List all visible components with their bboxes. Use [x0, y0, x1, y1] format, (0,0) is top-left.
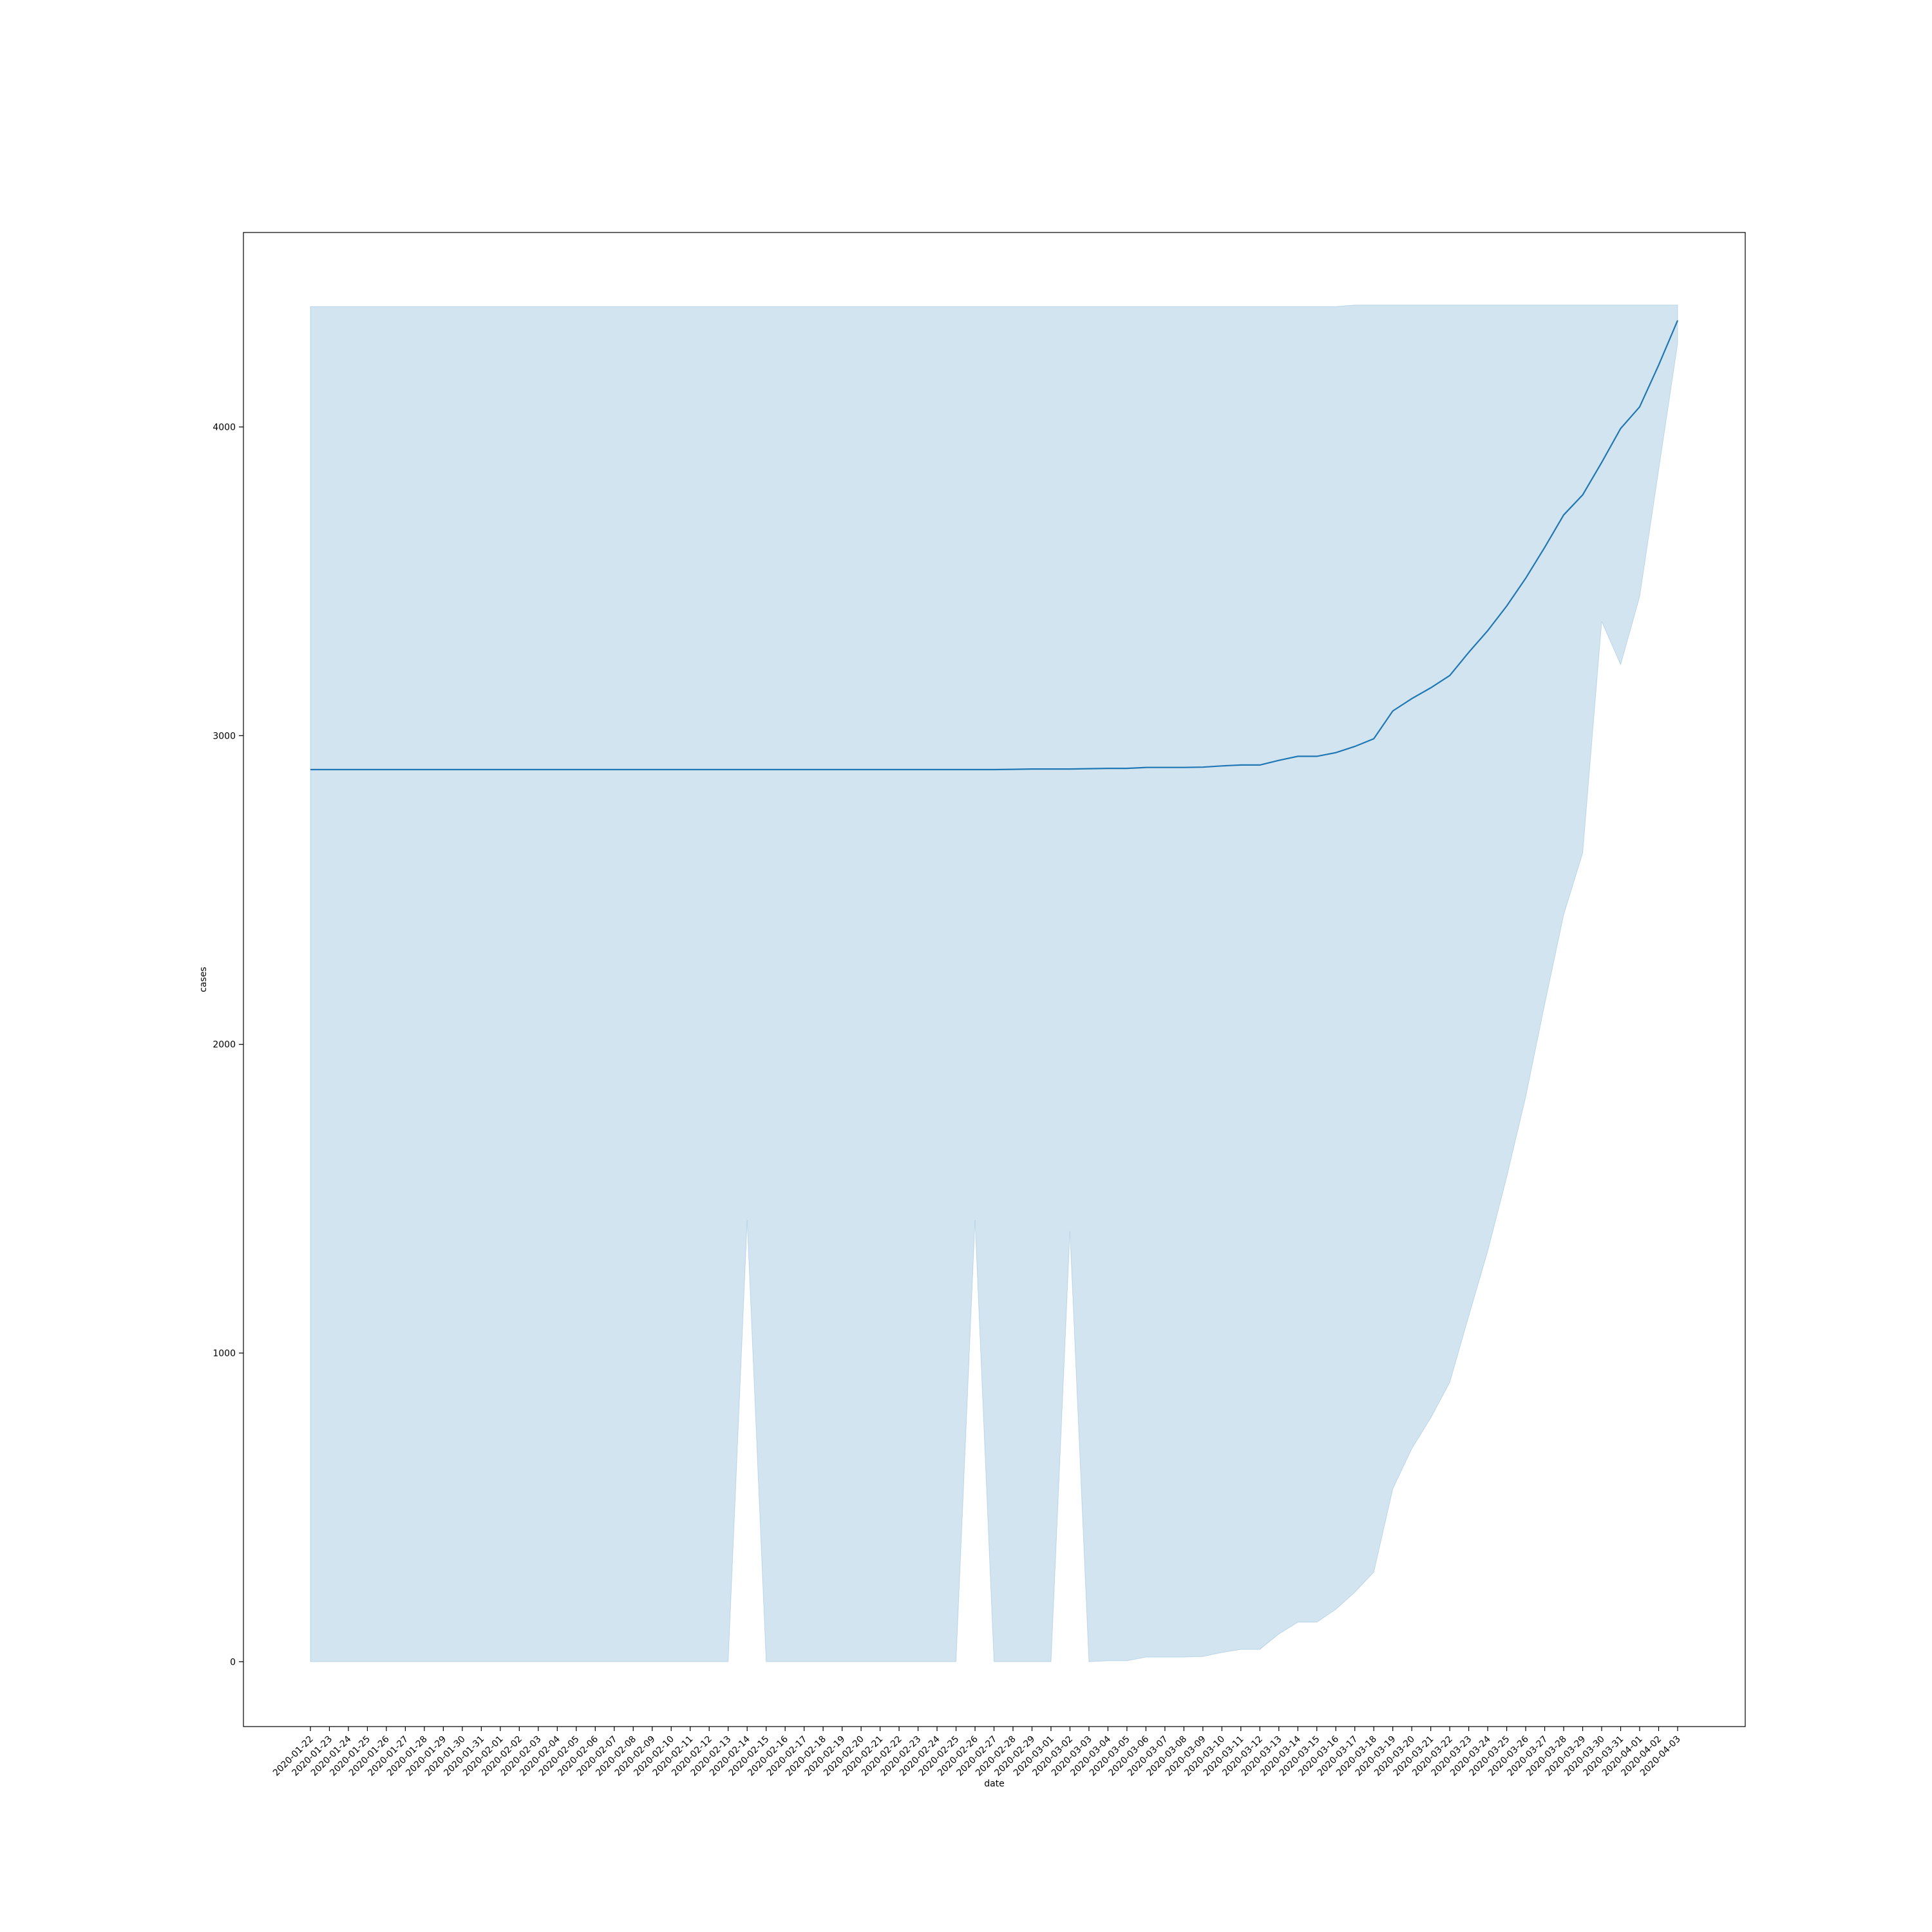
y-tick-label: 2000: [213, 1040, 236, 1050]
x-axis-label: date: [984, 1779, 1005, 1789]
y-tick-label: 4000: [213, 422, 236, 433]
x-axis-ticks: 2020-01-222020-01-232020-01-242020-01-25…: [271, 1727, 1683, 1778]
y-axis-label: cases: [198, 967, 209, 992]
series-line: [310, 320, 1679, 771]
y-tick-label: 1000: [213, 1349, 236, 1359]
confidence-band: [310, 305, 1678, 1662]
y-tick-label: 0: [230, 1657, 236, 1667]
y-axis-ticks: 0 1000 2000 3000 4000: [213, 422, 243, 1667]
confidence-band-layer: [310, 305, 1678, 1662]
series-line-layer: [310, 320, 1679, 771]
y-tick-label: 3000: [213, 731, 236, 741]
